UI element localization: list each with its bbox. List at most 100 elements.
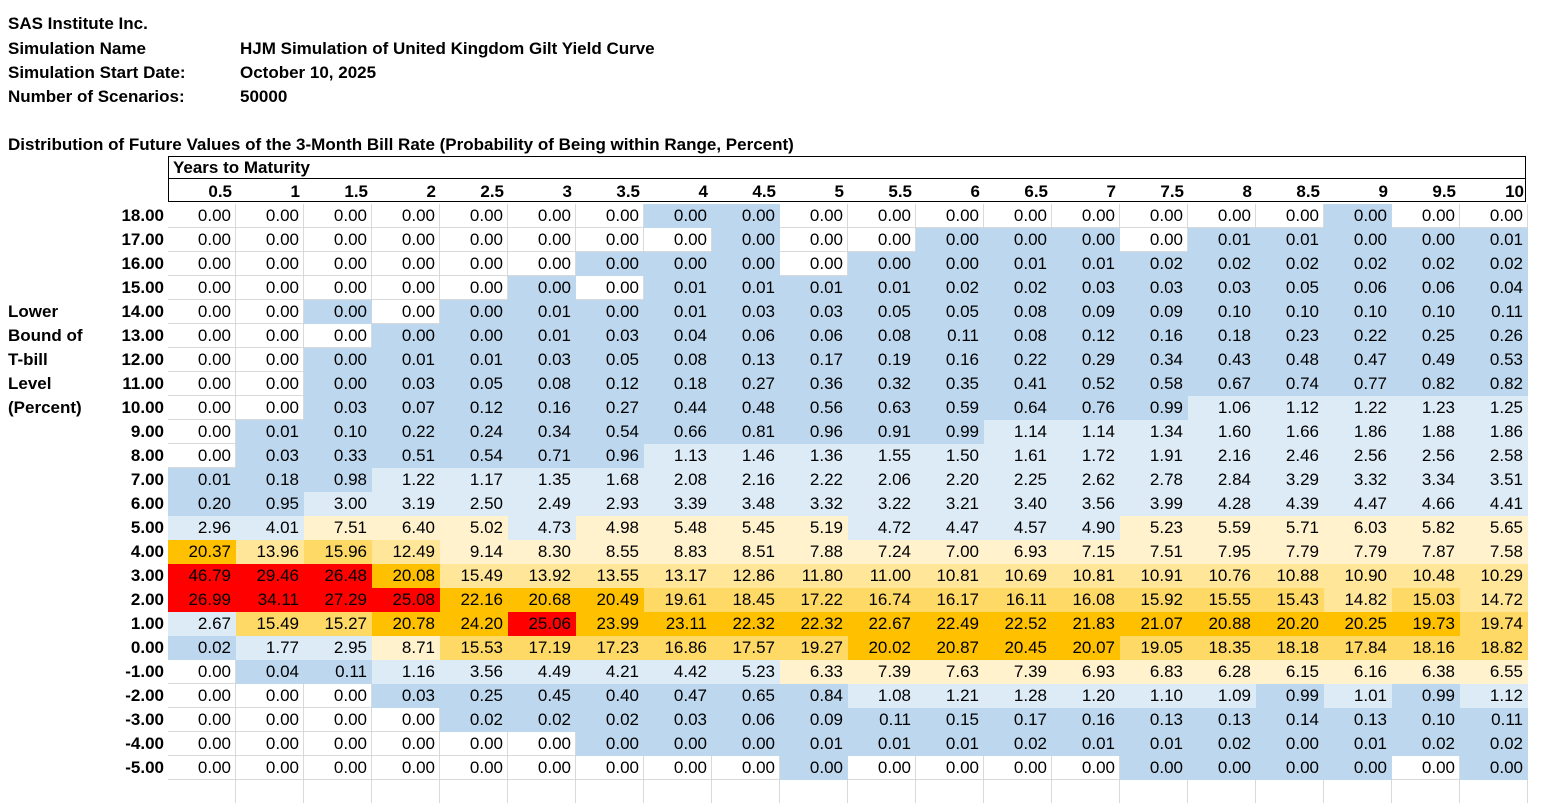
table-cell[interactable]: 0.47 xyxy=(1324,348,1392,372)
table-cell[interactable]: 0.12 xyxy=(1052,324,1120,348)
table-cell[interactable]: 0.81 xyxy=(712,420,780,444)
table-cell[interactable]: 0.53 xyxy=(1460,348,1528,372)
table-cell[interactable]: 0.07 xyxy=(372,396,440,420)
table-cell[interactable]: 0.00 xyxy=(304,732,372,756)
table-cell[interactable]: 0.00 xyxy=(984,228,1052,252)
table-cell[interactable]: 7.24 xyxy=(848,540,916,564)
table-cell[interactable]: 0.00 xyxy=(372,756,440,780)
table-cell[interactable]: 13.92 xyxy=(508,564,576,588)
table-cell[interactable]: 7.95 xyxy=(1188,540,1256,564)
table-cell[interactable]: 0.00 xyxy=(440,756,508,780)
table-cell[interactable]: 1.88 xyxy=(1392,420,1460,444)
table-cell[interactable]: 4.28 xyxy=(1188,492,1256,516)
table-cell[interactable]: 0.00 xyxy=(576,276,644,300)
table-cell[interactable]: 0.01 xyxy=(508,300,576,324)
table-cell[interactable]: 10.69 xyxy=(984,564,1052,588)
table-cell[interactable]: 1.68 xyxy=(576,468,644,492)
table-cell[interactable]: 21.07 xyxy=(1120,612,1188,636)
table-cell[interactable]: 10.76 xyxy=(1188,564,1256,588)
table-cell[interactable]: 0.02 xyxy=(1460,252,1528,276)
table-cell[interactable]: 0.20 xyxy=(168,492,236,516)
table-cell[interactable]: 0.00 xyxy=(1052,756,1120,780)
table-cell[interactable]: 0.00 xyxy=(168,204,236,228)
table-cell[interactable]: 0.01 xyxy=(1188,228,1256,252)
table-cell[interactable]: 0.02 xyxy=(440,708,508,732)
table-cell[interactable]: 18.82 xyxy=(1460,636,1528,660)
table-cell[interactable]: 2.84 xyxy=(1188,468,1256,492)
table-cell[interactable]: 0.00 xyxy=(168,684,236,708)
table-cell[interactable]: 0.00 xyxy=(576,300,644,324)
table-cell[interactable]: 0.11 xyxy=(916,324,984,348)
table-cell[interactable]: 0.00 xyxy=(236,300,304,324)
table-cell[interactable]: 2.16 xyxy=(1188,444,1256,468)
table-cell[interactable]: 0.59 xyxy=(916,396,984,420)
table-cell[interactable]: 0.00 xyxy=(1392,204,1460,228)
table-cell[interactable]: 16.11 xyxy=(984,588,1052,612)
table-cell[interactable]: 0.00 xyxy=(1256,732,1324,756)
table-cell[interactable]: 0.35 xyxy=(916,372,984,396)
table-cell[interactable]: 0.01 xyxy=(1324,732,1392,756)
table-cell[interactable]: 0.00 xyxy=(1460,756,1528,780)
table-cell[interactable]: 0.26 xyxy=(1460,324,1528,348)
table-cell[interactable]: 0.13 xyxy=(1188,708,1256,732)
table-cell[interactable]: 0.00 xyxy=(168,732,236,756)
table-cell[interactable]: 1.23 xyxy=(1392,396,1460,420)
table-cell[interactable]: 22.32 xyxy=(712,612,780,636)
table-cell[interactable]: 0.16 xyxy=(916,348,984,372)
table-cell[interactable]: 0.03 xyxy=(1188,276,1256,300)
table-cell[interactable]: 0.96 xyxy=(780,420,848,444)
table-cell[interactable]: 1.60 xyxy=(1188,420,1256,444)
table-cell[interactable]: 5.71 xyxy=(1256,516,1324,540)
table-cell[interactable]: 0.67 xyxy=(1188,372,1256,396)
table-cell[interactable]: 0.00 xyxy=(984,756,1052,780)
table-cell[interactable]: 7.79 xyxy=(1324,540,1392,564)
table-cell[interactable]: 0.11 xyxy=(1460,300,1528,324)
table-cell[interactable]: 0.00 xyxy=(440,204,508,228)
table-cell[interactable]: 0.18 xyxy=(644,372,712,396)
table-cell[interactable]: 0.15 xyxy=(916,708,984,732)
table-cell[interactable]: 0.22 xyxy=(372,420,440,444)
table-cell[interactable]: 0.10 xyxy=(304,420,372,444)
table-cell[interactable]: 0.63 xyxy=(848,396,916,420)
table-cell[interactable]: 4.47 xyxy=(916,516,984,540)
table-cell[interactable]: 0.99 xyxy=(916,420,984,444)
table-cell[interactable]: 13.96 xyxy=(236,540,304,564)
table-cell[interactable]: 0.00 xyxy=(168,372,236,396)
table-cell[interactable]: 1.34 xyxy=(1120,420,1188,444)
table-cell[interactable]: 17.84 xyxy=(1324,636,1392,660)
table-cell[interactable]: 0.09 xyxy=(780,708,848,732)
table-cell[interactable]: 20.20 xyxy=(1256,612,1324,636)
table-cell[interactable]: 15.53 xyxy=(440,636,508,660)
table-cell[interactable]: 0.00 xyxy=(304,348,372,372)
table-cell[interactable]: 0.01 xyxy=(780,276,848,300)
table-cell[interactable]: 0.00 xyxy=(712,756,780,780)
table-cell[interactable]: 5.02 xyxy=(440,516,508,540)
table-cell[interactable]: 0.03 xyxy=(644,708,712,732)
table-cell[interactable]: 15.03 xyxy=(1392,588,1460,612)
table-cell[interactable]: 4.49 xyxy=(508,660,576,684)
table-cell[interactable]: 0.02 xyxy=(1188,252,1256,276)
table-cell[interactable]: 0.64 xyxy=(984,396,1052,420)
table-cell[interactable]: 2.16 xyxy=(712,468,780,492)
table-cell[interactable]: 1.16 xyxy=(372,660,440,684)
table-cell[interactable]: 0.19 xyxy=(848,348,916,372)
table-cell[interactable]: 0.00 xyxy=(440,228,508,252)
table-cell[interactable]: 13.17 xyxy=(644,564,712,588)
table-cell[interactable]: 0.48 xyxy=(1256,348,1324,372)
table-cell[interactable]: 0.00 xyxy=(236,396,304,420)
table-cell[interactable]: 0.00 xyxy=(780,204,848,228)
table-cell[interactable]: 0.00 xyxy=(168,420,236,444)
table-cell[interactable]: 1.22 xyxy=(1324,396,1392,420)
table-cell[interactable]: 0.99 xyxy=(1256,684,1324,708)
table-cell[interactable]: 0.00 xyxy=(304,324,372,348)
table-cell[interactable]: 0.01 xyxy=(644,276,712,300)
table-cell[interactable]: 0.44 xyxy=(644,396,712,420)
table-cell[interactable]: 0.00 xyxy=(168,444,236,468)
table-cell[interactable]: 4.90 xyxy=(1052,516,1120,540)
table-cell[interactable]: 0.48 xyxy=(712,396,780,420)
table-cell[interactable]: 15.55 xyxy=(1188,588,1256,612)
table-cell[interactable]: 0.02 xyxy=(1188,732,1256,756)
table-cell[interactable]: 0.01 xyxy=(848,276,916,300)
table-cell[interactable]: 0.58 xyxy=(1120,372,1188,396)
table-cell[interactable]: 0.00 xyxy=(440,276,508,300)
